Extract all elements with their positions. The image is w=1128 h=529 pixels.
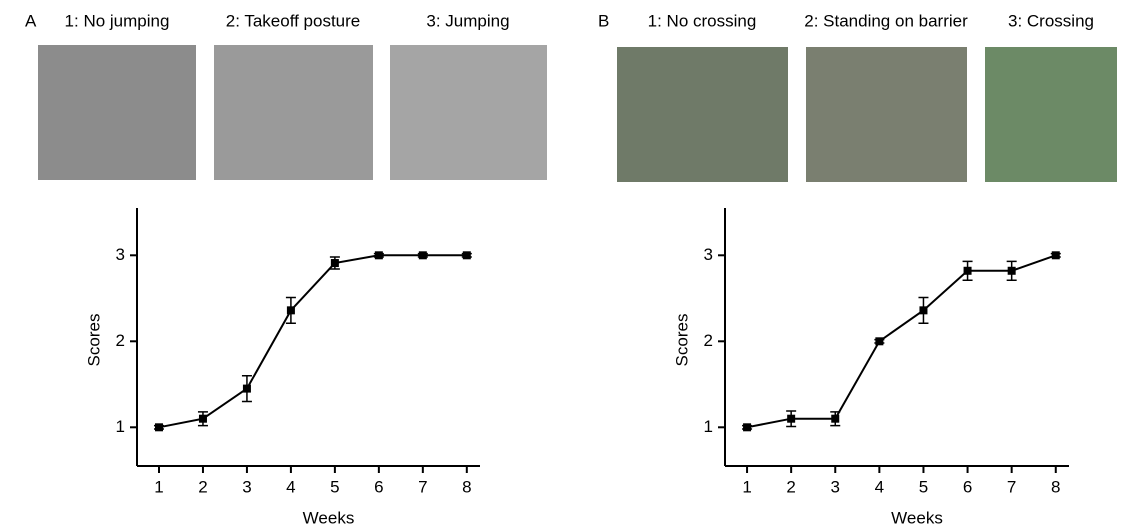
marker xyxy=(286,306,295,315)
marker xyxy=(154,423,163,432)
x-tick-label: 5 xyxy=(919,477,928,496)
photo xyxy=(806,47,967,182)
x-tick-label: 7 xyxy=(1007,477,1016,496)
x-tick-label: 6 xyxy=(374,477,383,496)
photo xyxy=(390,45,547,180)
photo xyxy=(214,45,373,180)
marker xyxy=(919,306,928,315)
y-tick-label: 2 xyxy=(116,331,125,350)
panel-label: A xyxy=(25,11,37,30)
x-tick-label: 2 xyxy=(786,477,795,496)
marker xyxy=(1051,251,1060,260)
y-tick-label: 3 xyxy=(704,245,713,264)
x-tick-label: 2 xyxy=(198,477,207,496)
photo xyxy=(985,47,1117,182)
x-tick-label: 3 xyxy=(831,477,840,496)
x-axis-label: Weeks xyxy=(891,508,943,527)
marker xyxy=(743,423,752,432)
marker xyxy=(330,259,339,268)
photo-caption: 2: Takeoff posture xyxy=(226,11,361,30)
y-axis-label: Scores xyxy=(84,314,103,367)
x-tick-label: 5 xyxy=(330,477,339,496)
x-tick-label: 6 xyxy=(963,477,972,496)
photos xyxy=(38,45,1117,182)
series-line xyxy=(746,254,1057,429)
photo-caption: 1: No jumping xyxy=(65,11,170,30)
photo xyxy=(38,45,196,180)
y-tick-label: 2 xyxy=(704,331,713,350)
marker xyxy=(374,251,383,260)
photo-caption: 2: Standing on barrier xyxy=(804,11,968,30)
x-tick-label: 4 xyxy=(286,477,295,496)
x-tick-label: 1 xyxy=(154,477,163,496)
x-tick-label: 7 xyxy=(418,477,427,496)
marker xyxy=(787,414,796,423)
x-tick-label: 8 xyxy=(1051,477,1060,496)
marker xyxy=(1007,266,1016,275)
marker xyxy=(242,384,251,393)
x-tick-label: 4 xyxy=(875,477,884,496)
panel-label: B xyxy=(598,11,609,30)
x-tick-label: 1 xyxy=(742,477,751,496)
y-tick-label: 1 xyxy=(116,417,125,436)
y-tick-label: 1 xyxy=(704,417,713,436)
photo-caption: 1: No crossing xyxy=(648,11,757,30)
photo-caption: 3: Crossing xyxy=(1008,11,1094,30)
photo-caption: 3: Jumping xyxy=(426,11,509,30)
y-tick-label: 3 xyxy=(116,245,125,264)
y-axis-label: Scores xyxy=(672,314,691,367)
marker xyxy=(875,337,884,346)
x-axis-label: Weeks xyxy=(303,508,355,527)
marker xyxy=(963,266,972,275)
series-line xyxy=(158,254,467,429)
x-tick-label: 3 xyxy=(242,477,251,496)
photo xyxy=(617,47,788,182)
marker xyxy=(831,414,840,423)
marker xyxy=(198,414,207,423)
marker xyxy=(462,251,471,260)
x-tick-label: 8 xyxy=(462,477,471,496)
marker xyxy=(418,251,427,260)
